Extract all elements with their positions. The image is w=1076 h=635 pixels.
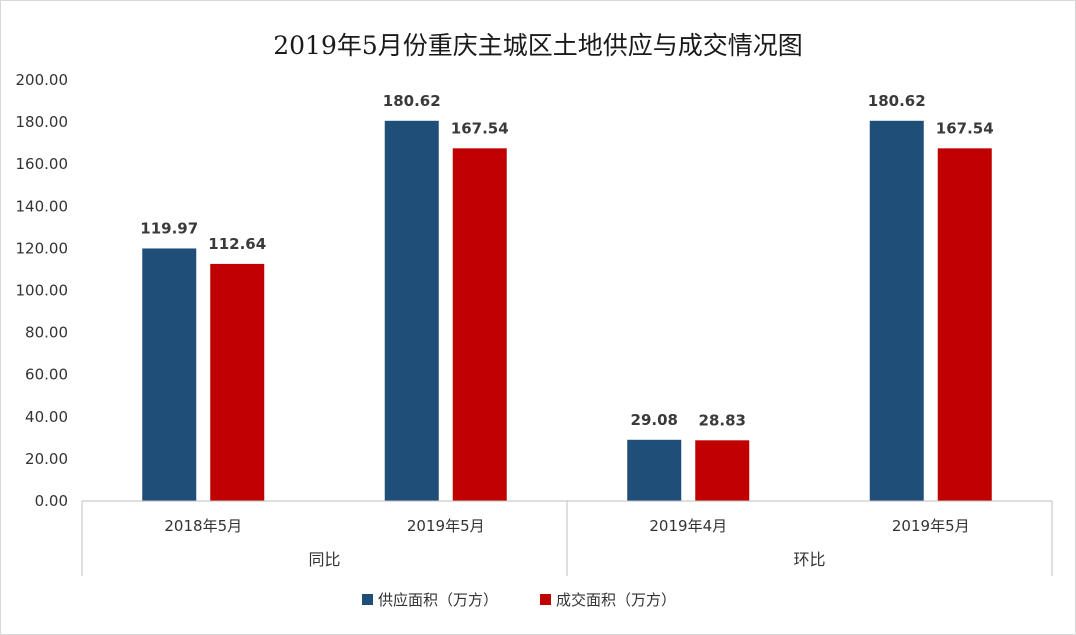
x-tick-label: 2019年5月	[892, 517, 970, 535]
x-group-label: 同比	[308, 550, 340, 569]
y-tick-label: 20.00	[25, 450, 68, 468]
data-label: 180.62	[868, 92, 926, 110]
bar-transaction	[452, 148, 507, 501]
data-label: 119.97	[140, 219, 198, 237]
y-tick-label: 100.00	[16, 282, 69, 300]
bar-transaction	[695, 440, 750, 501]
y-tick-label: 180.00	[16, 113, 69, 131]
bar-supply	[142, 248, 197, 501]
x-tick-label: 2018年5月	[164, 517, 242, 535]
legend-swatch	[362, 594, 373, 605]
y-tick-label: 0.00	[35, 492, 68, 510]
x-tick-label: 2019年4月	[649, 517, 727, 535]
bar-supply	[384, 120, 439, 502]
y-tick-label: 160.00	[16, 155, 69, 173]
y-tick-label: 200.00	[16, 71, 69, 89]
chart-title: 2019年5月份重庆主城区土地供应与成交情况图	[273, 31, 803, 60]
bar-transaction	[210, 263, 265, 501]
legend-label: 成交面积（万方）	[556, 591, 676, 609]
data-label: 28.83	[699, 411, 746, 429]
bar-supply	[627, 439, 682, 501]
bar-supply	[869, 120, 924, 502]
y-tick-label: 140.00	[16, 197, 69, 215]
x-tick-label: 2019年5月	[407, 517, 485, 535]
x-group-label: 环比	[793, 550, 825, 569]
legend-label: 供应面积（万方）	[378, 591, 498, 609]
data-label: 180.62	[383, 92, 441, 110]
y-axis: 0.00 20.00 40.00 60.00 80.00 100.00 120.00 140.…	[16, 71, 69, 510]
legend-swatch	[540, 594, 551, 605]
legend: 供应面积（万方） 成交面积（万方）	[362, 591, 676, 609]
y-tick-label: 60.00	[25, 366, 68, 384]
bars	[142, 120, 992, 502]
data-label: 112.64	[208, 235, 266, 253]
data-labels: 119.97 112.64 180.62 167.54 29.08 28.83 180.62…	[140, 92, 993, 430]
y-tick-label: 120.00	[16, 239, 69, 257]
data-label: 167.54	[936, 119, 994, 137]
data-label: 167.54	[451, 119, 509, 137]
data-label: 29.08	[631, 411, 678, 429]
bar-transaction	[937, 148, 992, 501]
y-tick-label: 40.00	[25, 408, 68, 426]
y-tick-label: 80.00	[25, 324, 68, 342]
